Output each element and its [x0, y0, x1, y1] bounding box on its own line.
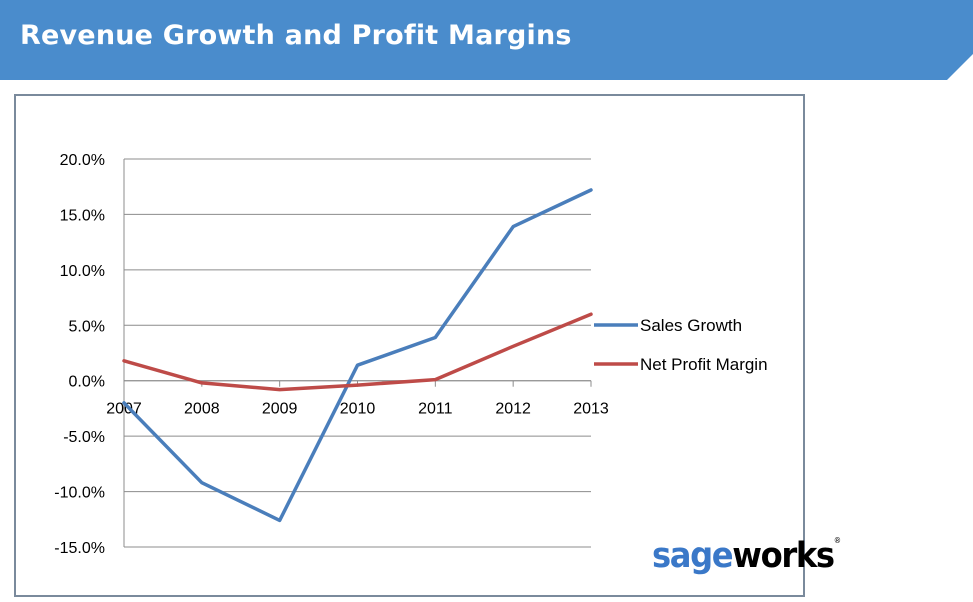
- y-tick-label: 0.0%: [69, 374, 105, 391]
- x-tick-label: 2008: [184, 401, 220, 418]
- x-tick-label: 2012: [495, 401, 531, 418]
- banner-shape: [0, 0, 973, 80]
- y-tick-label: -15.0%: [54, 540, 105, 557]
- y-tick-label: 15.0%: [60, 207, 105, 224]
- chart-frame: 20.0% 15.0% 10.0% 5.0% 0.0% -5.0% -10.0% -15.0%…: [14, 94, 805, 597]
- series-line-sales-growth: [122, 188, 593, 523]
- x-tick-label: 2013: [573, 401, 609, 418]
- legend-label: Net Profit Margin: [640, 355, 768, 374]
- x-tick-label: 2011: [418, 401, 453, 418]
- y-tick-label: -10.0%: [54, 485, 105, 502]
- series-line-net-profit-margin: [122, 312, 593, 392]
- y-tick-label: 20.0%: [60, 152, 105, 169]
- page-title: Revenue Growth and Profit Margins: [20, 20, 572, 51]
- sageworks-logo: sageworks®: [652, 536, 841, 576]
- x-tick-label: 2009: [262, 401, 298, 418]
- legend-label: Sales Growth: [640, 316, 742, 335]
- line-chart: 20.0% 15.0% 10.0% 5.0% 0.0% -5.0% -10.0% -15.0%…: [54, 152, 768, 557]
- x-tick-label: 2010: [340, 401, 376, 418]
- logo-part-sage: sage: [652, 536, 734, 576]
- y-tick-label: 5.0%: [69, 318, 105, 335]
- title-banner: Revenue Growth and Profit Margins: [0, 0, 973, 80]
- logo-part-works: works: [732, 536, 835, 576]
- logo-registered-mark: ®: [833, 536, 842, 545]
- y-tick-label: 10.0%: [60, 263, 105, 280]
- y-tick-label: -5.0%: [63, 429, 105, 446]
